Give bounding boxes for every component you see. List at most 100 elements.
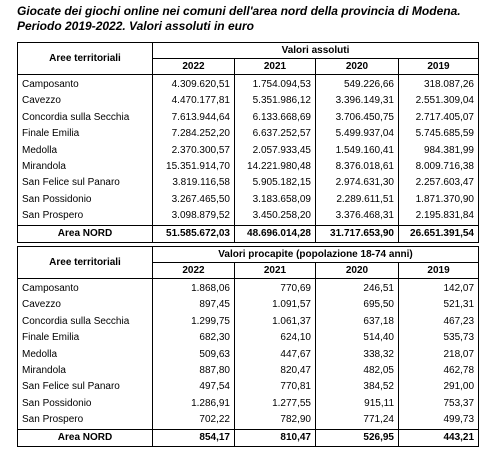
total-value: 51.585.672,03 [152, 224, 235, 243]
value-cell: 7.613.944,64 [152, 109, 235, 127]
total-value: 526,95 [315, 428, 399, 447]
value-cell: 514,40 [315, 330, 399, 347]
value-cell: 682,30 [152, 330, 235, 347]
header-row: Aree territoriali Valori assoluti [17, 42, 479, 75]
value-cell: 695,50 [315, 297, 399, 314]
value-cell: 771,24 [315, 412, 399, 430]
value-cell: 521,31 [397, 297, 480, 314]
value-cell: 3.267.465,50 [152, 191, 235, 209]
total-label: Area NORD [17, 224, 153, 243]
area-name: San Felice sul Panaro [17, 175, 153, 192]
value-cell: 887,80 [152, 363, 235, 380]
area-name: Finale Emilia [17, 126, 153, 143]
year-header: 2020 [315, 262, 399, 279]
value-cell: 1.871.370,90 [398, 191, 479, 209]
value-cell: 1.299,75 [152, 313, 235, 331]
area-name: Mirandola [17, 363, 153, 380]
group-label: Valori procapite (popolazione 18-74 anni… [151, 246, 480, 263]
value-cell: 318.087,26 [398, 74, 479, 94]
value-cell: 2.974.631,30 [315, 175, 399, 192]
value-cell: 497,54 [152, 379, 235, 396]
value-cell: 897,45 [152, 297, 235, 314]
area-name: San Possidonio [17, 395, 153, 413]
value-cell: 2.551.309,04 [398, 93, 479, 110]
value-cell: 2.057.933,45 [234, 142, 316, 160]
title-line: Periodo 2019-2022. Valori assoluti in eu… [17, 19, 254, 33]
area-name: Medolla [17, 346, 153, 364]
area-name: Camposanto [17, 278, 153, 298]
table-row: Finale Emilia 7.284.252,20 6.637.252,57 5.4… [17, 126, 479, 143]
value-cell: 1.754.094,53 [234, 74, 316, 94]
area-name: Cavezzo [17, 297, 153, 314]
value-cell: 782,90 [234, 412, 316, 430]
table-row: Mirandola 887,80 820,47 482,05 462,78 [17, 363, 480, 380]
area-name: Mirandola [17, 159, 153, 176]
data-table: Aree territoriali Valori assoluti 2022 2021… [17, 42, 479, 243]
value-cell: 218,07 [397, 346, 480, 364]
total-value: 48.696.014,28 [234, 224, 316, 243]
year-header: 2022 [152, 58, 235, 75]
value-cell: 535,73 [397, 330, 480, 347]
value-cell: 702,22 [152, 412, 235, 430]
value-cell: 3.376.468,31 [315, 208, 399, 226]
value-cell: 1.868,06 [152, 278, 235, 298]
value-cell: 2.370.300,57 [152, 142, 235, 160]
area-name: Concordia sulla Secchia [17, 109, 153, 127]
value-cell: 2.289.611,51 [315, 191, 399, 209]
value-cell: 637,18 [315, 313, 399, 331]
value-cell: 3.183.658,09 [234, 191, 316, 209]
total-value: 443,21 [397, 428, 480, 447]
header-row: 2022 2021 2020 2019 [18, 262, 480, 279]
value-cell: 5.351.986,12 [234, 93, 316, 110]
value-cell: 4.470.177,81 [152, 93, 235, 110]
value-cell: 6.133.668,69 [234, 109, 316, 127]
area-name: Medolla [17, 142, 153, 160]
value-cell: 2.257.603,47 [398, 175, 479, 192]
value-cell: 15.351.914,70 [152, 159, 235, 176]
table-row: Medolla 509,63 447,67 338,32 218,07 [17, 346, 480, 364]
header-label: Aree territoriali [17, 42, 153, 75]
year-header: 2021 [234, 262, 316, 279]
area-name: Concordia sulla Secchia [17, 313, 153, 331]
table-row: Cavezzo 897,45 1.091,57 695,50 521,31 [17, 297, 480, 314]
table-row: Camposanto 1.868,06 770,69 246,51 142,07 [17, 278, 480, 298]
value-cell: 753,37 [397, 395, 480, 413]
value-cell: 770,69 [234, 278, 316, 298]
value-cell: 2.195.831,84 [398, 208, 479, 226]
group-label: Valori assoluti [152, 42, 479, 59]
table-row: San Felice sul Panaro 3.819.116,58 5.905.1… [17, 175, 479, 192]
value-cell: 624,10 [234, 330, 316, 347]
value-cell: 915,11 [315, 395, 399, 413]
table-row: San Possidonio 1.286,91 1.277,55 915,11 753,… [17, 395, 480, 413]
total-label: Area NORD [17, 428, 153, 447]
value-cell: 7.284.252,20 [152, 126, 235, 143]
value-cell: 984.381,99 [398, 142, 479, 160]
area-name: San Prospero [17, 412, 153, 430]
value-cell: 8.376.018,61 [315, 159, 399, 176]
year-header: 2021 [234, 58, 316, 75]
value-cell: 3.819.116,58 [152, 175, 235, 192]
value-cell: 1.061,37 [234, 313, 316, 331]
header-label: Aree territoriali [17, 246, 153, 279]
total-row: Area NORD 854,17 810,47 526,95 443,21 [17, 428, 480, 447]
year-header: 2022 [152, 262, 235, 279]
value-cell: 1.549.160,41 [315, 142, 399, 160]
table-row: Cavezzo 4.470.177,81 5.351.986,12 3.396.149… [17, 93, 479, 110]
value-cell: 5.745.685,59 [398, 126, 479, 143]
value-cell: 462,78 [397, 363, 480, 380]
value-cell: 482,05 [315, 363, 399, 380]
area-name: Finale Emilia [17, 330, 153, 347]
value-cell: 447,67 [234, 346, 316, 364]
value-cell: 820,47 [234, 363, 316, 380]
value-cell: 467,23 [397, 313, 480, 331]
value-cell: 4.309.620,51 [152, 74, 235, 94]
table-row: San Prospero 702,22 782,90 771,24 499,73 [17, 412, 480, 430]
table-row: Mirandola 15.351.914,70 14.221.980,48 8.376… [17, 159, 479, 176]
value-cell: 1.277,55 [234, 395, 316, 413]
value-cell: 142,07 [397, 278, 480, 298]
value-cell: 14.221.980,48 [234, 159, 316, 176]
total-row: Area NORD 51.585.672,03 48.696.014,28 31.71… [17, 224, 479, 243]
total-value: 854,17 [152, 428, 235, 447]
table-row: Medolla 2.370.300,57 2.057.933,45 1.549.160… [17, 142, 479, 160]
